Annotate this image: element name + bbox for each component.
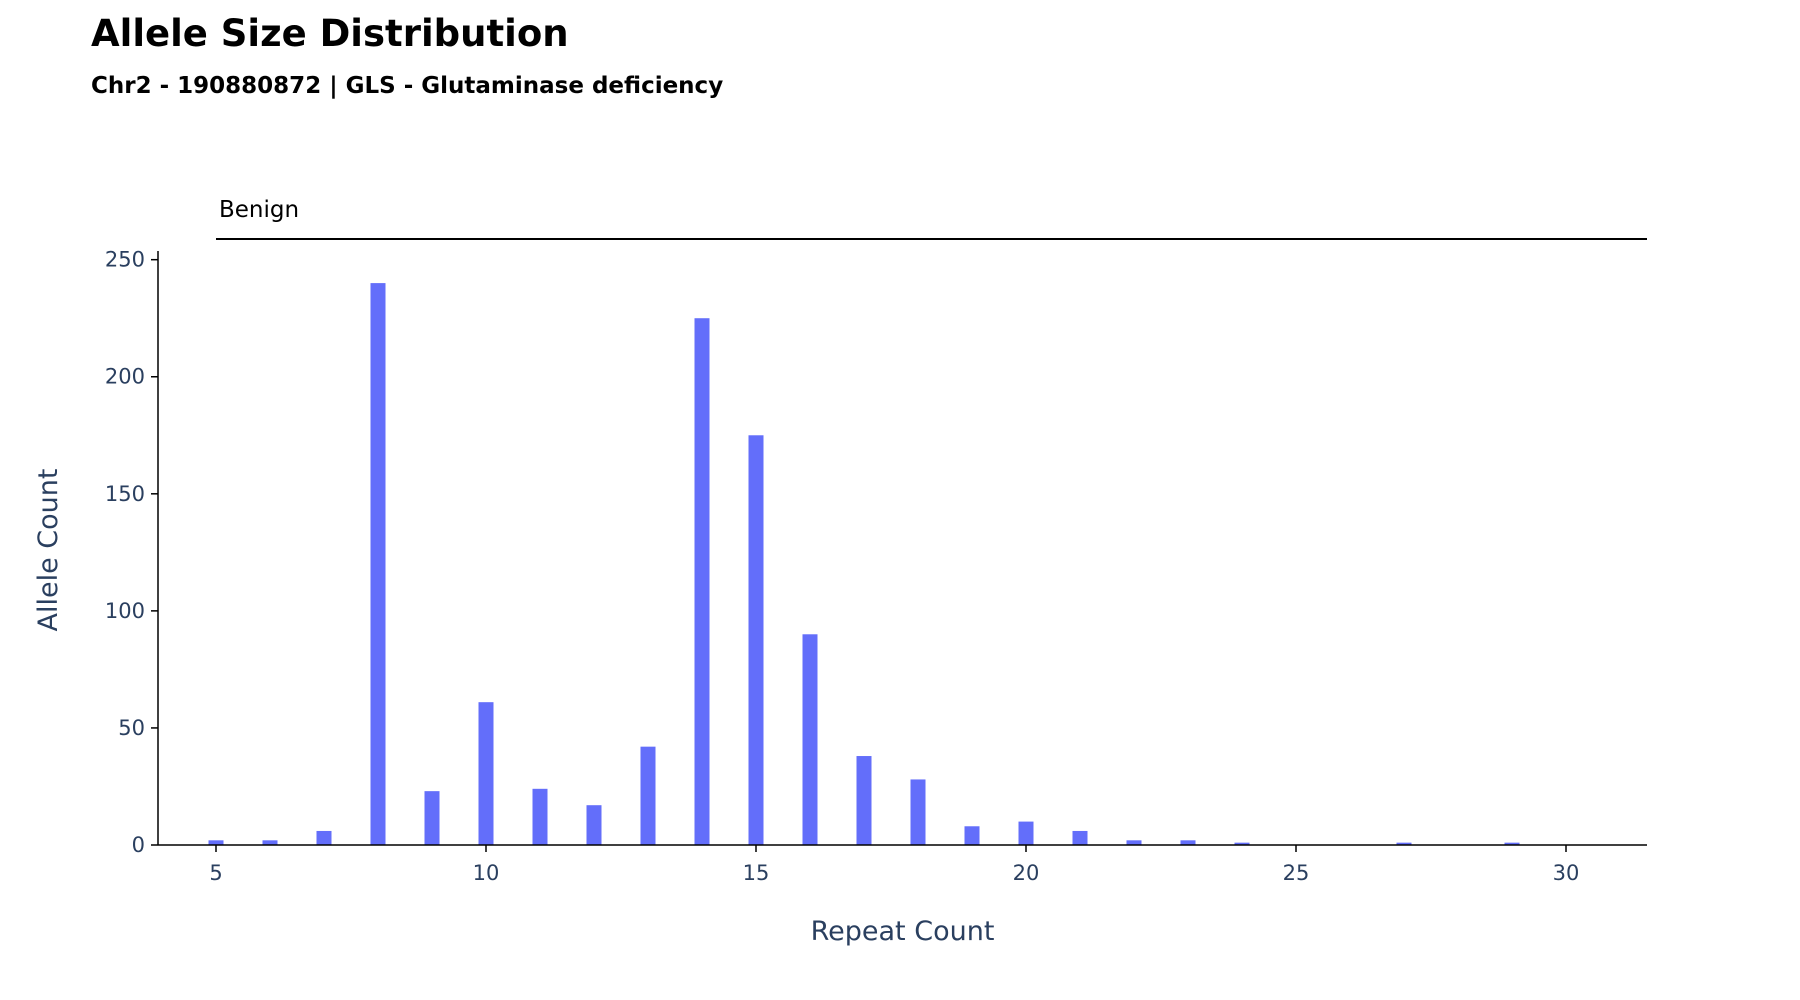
bar[interactable] <box>1018 821 1034 845</box>
bar[interactable] <box>1396 842 1412 845</box>
y-tick-label: 0 <box>132 833 145 857</box>
y-axis-title: Allele Count <box>33 469 64 632</box>
bar[interactable] <box>1126 840 1142 845</box>
bar[interactable] <box>316 830 332 845</box>
bar[interactable] <box>910 779 926 845</box>
x-tick-label: 30 <box>1553 861 1580 885</box>
bar[interactable] <box>532 788 548 845</box>
bar[interactable] <box>586 805 602 845</box>
zone-annotation: Benign <box>216 197 1647 240</box>
chart-subtitle: Chr2 - 190880872 | GLS - Glutaminase def… <box>91 73 724 99</box>
bar[interactable] <box>370 283 386 846</box>
bar[interactable] <box>1072 830 1088 845</box>
y-tick-label: 150 <box>105 482 145 506</box>
y-tick-label: 100 <box>105 599 145 623</box>
y-tick-label: 250 <box>105 248 145 272</box>
bar[interactable] <box>1234 842 1250 845</box>
bar[interactable] <box>856 756 872 845</box>
x-tick-label: 25 <box>1283 861 1310 885</box>
bars <box>208 283 1520 846</box>
x-tick-label: 15 <box>743 861 770 885</box>
bar[interactable] <box>748 435 764 845</box>
y-tick-label: 200 <box>105 365 145 389</box>
bar[interactable] <box>478 702 494 845</box>
bar[interactable] <box>262 840 278 845</box>
bar[interactable] <box>640 746 656 845</box>
x-axis-title: Repeat Count <box>811 916 995 947</box>
y-tick-label: 50 <box>118 716 145 740</box>
bar[interactable] <box>424 791 440 845</box>
x-tick-label: 20 <box>1013 861 1040 885</box>
x-tick-label: 10 <box>473 861 500 885</box>
bar[interactable] <box>1180 840 1196 845</box>
bar[interactable] <box>694 318 710 845</box>
bar[interactable] <box>1504 842 1520 845</box>
bar[interactable] <box>802 634 818 845</box>
bar[interactable] <box>964 826 980 845</box>
x-tick-label: 5 <box>209 861 222 885</box>
axes: 5 10 15 20 25 30 0 50 100 150 200 250 <box>105 248 1647 885</box>
zone-label: Benign <box>219 197 299 223</box>
bar[interactable] <box>208 840 224 845</box>
chart-title: Allele Size Distribution <box>91 12 569 55</box>
